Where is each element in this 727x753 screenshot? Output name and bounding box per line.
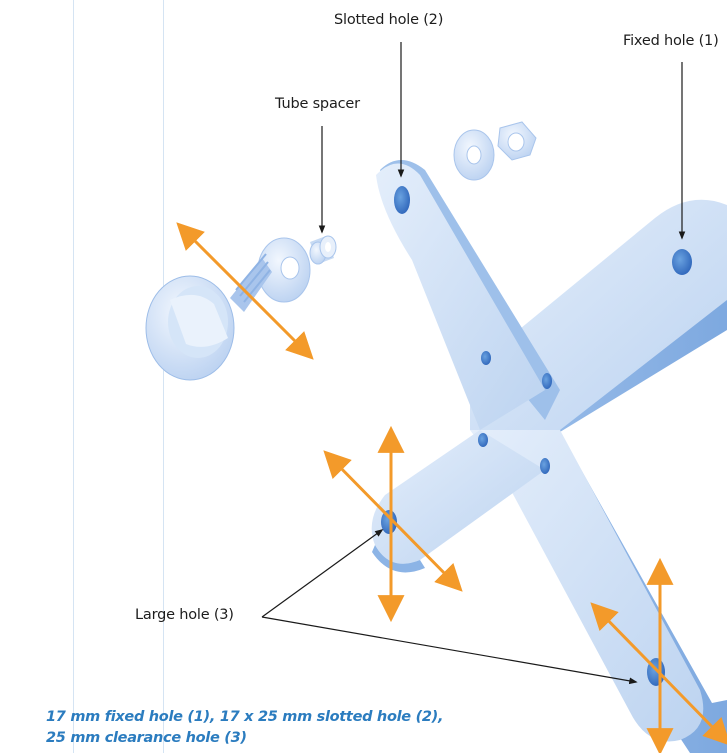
large-hole-left-diagonal-arrow [323,450,463,592]
tube-spacer [309,235,337,265]
large-hole-label: Large hole (3) [135,607,234,623]
fixed-hole [672,249,692,275]
slotted-hole [394,186,410,214]
leveling-foot [145,253,272,381]
figure-caption: 17 mm fixed hole (1), 17 x 25 mm slotted… [46,707,444,749]
guide-line-left [73,0,74,753]
guide-line-right [163,0,164,753]
caption-line-1: 17 mm fixed hole (1), 17 x 25 mm slotted… [46,709,444,725]
center-hole-2 [542,373,552,389]
large-hole-callout-right [261,616,638,685]
fixed-hole-label: Fixed hole (1) [623,33,719,49]
center-hole-4 [540,458,550,474]
large-hole-right-diagonal-arrow [590,602,727,746]
center-hole-3 [478,433,488,447]
large-hole-callout-left [261,529,384,618]
caption-line-2: 25 mm clearance hole (3) [46,730,247,746]
tube-spacer-label: Tube spacer [275,96,360,112]
washer-and-nut [453,121,537,181]
slotted-hole-label: Slotted hole (2) [334,12,444,28]
foot-axis-arrow [176,222,314,360]
center-hole-1 [481,351,491,365]
